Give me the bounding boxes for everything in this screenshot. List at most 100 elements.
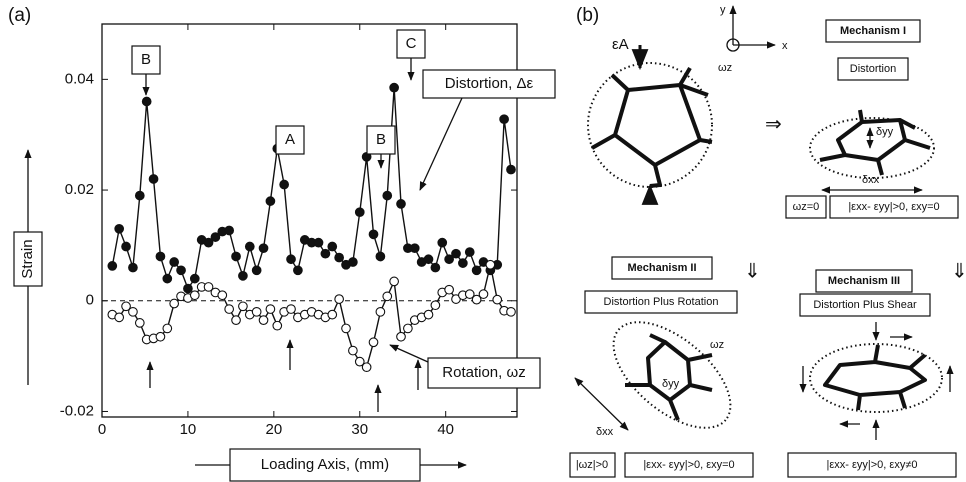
label-box (837, 57, 909, 81)
axis-label: x (782, 40, 788, 52)
grains (625, 333, 713, 421)
data-point (389, 276, 399, 287)
data-point (251, 306, 262, 317)
data-point (217, 290, 228, 301)
data-point (162, 323, 173, 334)
data-point (348, 257, 358, 267)
data-point (396, 331, 406, 342)
data-point (265, 196, 276, 206)
data-point (313, 237, 324, 248)
grain-region (587, 62, 713, 188)
data-point (382, 190, 393, 201)
data-point (128, 306, 138, 317)
data-point (492, 294, 503, 305)
annotation: Distortion, Δε (445, 75, 534, 92)
data-point (348, 345, 358, 356)
data-point (134, 190, 145, 201)
data-point (499, 114, 509, 125)
data-point (134, 318, 145, 328)
rotation-icon (726, 38, 740, 52)
label-box (569, 452, 616, 478)
label-box (275, 125, 305, 155)
data-point (231, 251, 241, 262)
data-point (437, 237, 448, 248)
arrow: ⇒ (765, 113, 782, 135)
data-point (368, 229, 379, 240)
panel-label: (a) (8, 5, 31, 26)
data-point (114, 223, 125, 234)
data-point (279, 179, 290, 190)
data-point (396, 199, 406, 209)
x-tick-label: 0 (98, 421, 106, 438)
data-point (423, 309, 434, 320)
mechanism-title: Mechanism II (627, 262, 696, 274)
label-box (366, 125, 396, 155)
data-point (430, 262, 441, 273)
label-box (422, 69, 556, 99)
data-point (176, 265, 186, 276)
data-point (148, 174, 159, 184)
data-point (251, 265, 262, 276)
data-point (286, 254, 296, 265)
data-point (485, 259, 496, 270)
label-box (396, 29, 426, 59)
data-point (471, 265, 482, 276)
dimension-label: δxx (596, 426, 614, 438)
label-box (611, 256, 713, 280)
data-point (107, 261, 118, 271)
data-point (272, 320, 283, 331)
data-point (334, 252, 344, 263)
panel-label: (b) (576, 5, 599, 26)
annotation: B (376, 131, 386, 148)
data-point (458, 258, 468, 268)
x-tick-label: 10 (180, 421, 197, 438)
label-box (131, 45, 161, 75)
data-point (368, 337, 379, 348)
data-point (375, 306, 386, 317)
dimension-label: δxx (862, 174, 880, 186)
label-box (787, 452, 957, 478)
data-point (451, 248, 461, 259)
data-point (210, 232, 221, 242)
label-box (785, 195, 827, 219)
x-tick-label: 20 (265, 421, 282, 438)
mechanism-title: Mechanism I (840, 25, 906, 37)
data-point (258, 243, 269, 254)
data-point (258, 315, 269, 325)
data-point (162, 273, 173, 284)
data-point (244, 241, 255, 252)
y-axis-label: Strain (19, 239, 36, 278)
data-point (155, 251, 166, 262)
arrow (419, 97, 463, 191)
data-point (128, 262, 138, 273)
data-point (423, 254, 434, 265)
mechanism-desc: Distortion (850, 63, 896, 75)
data-point (334, 294, 344, 304)
arrow (389, 344, 429, 363)
data-point (141, 96, 152, 107)
data-point (183, 283, 193, 294)
plot-frame (101, 23, 518, 418)
data-point (203, 237, 214, 248)
y-tick-label: 0 (86, 292, 94, 309)
data-point (444, 254, 454, 265)
x-tick-label: 40 (437, 421, 454, 438)
axis-label: ωz (718, 62, 732, 74)
data-point (506, 306, 516, 317)
rotation-label: ωz (710, 339, 724, 351)
data-point (114, 312, 125, 323)
y-tick-label: 0.02 (65, 181, 94, 198)
data-point (464, 247, 475, 257)
data-point (238, 301, 248, 312)
label-box (825, 19, 921, 43)
condition: |εxx- εyy|>0, εxy=0 (643, 459, 734, 471)
grain-region (809, 343, 943, 413)
data-point (189, 290, 200, 301)
annotation: B (141, 51, 151, 68)
data-point (169, 257, 180, 267)
data-point (238, 271, 248, 281)
label-box (799, 293, 931, 317)
arrow (574, 377, 629, 431)
